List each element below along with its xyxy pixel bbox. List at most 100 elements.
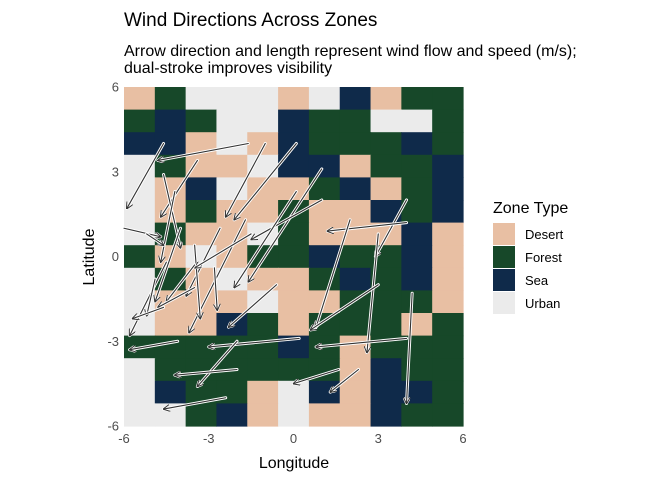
zone-cell <box>216 109 248 133</box>
chart-subtitle-line-2: dual-stroke improves visibility <box>124 60 332 77</box>
wind-arrow <box>197 339 239 386</box>
zone-cell <box>278 267 310 291</box>
zone-cell <box>339 403 372 427</box>
zone-cell <box>308 313 341 337</box>
zone-cell <box>216 177 248 201</box>
zone-cell <box>432 109 464 133</box>
zone-cell <box>432 87 464 111</box>
zone-cell <box>154 109 187 133</box>
zone-cell <box>432 403 464 427</box>
zone-cell <box>308 267 341 291</box>
wind-arrow <box>156 142 250 161</box>
zone-cell <box>216 154 248 178</box>
zone-cell <box>401 403 433 427</box>
zone-cell <box>370 109 402 133</box>
zone-cell <box>278 358 310 382</box>
zone-cell <box>339 132 372 156</box>
legend-title: Zone Type <box>493 200 568 217</box>
zone-cell <box>432 313 464 337</box>
zone-cell <box>308 380 341 404</box>
zone-cell <box>247 290 279 314</box>
zone-cell <box>339 177 372 201</box>
zone-cell <box>185 222 218 246</box>
zone-cell <box>401 87 433 111</box>
zone-cell <box>185 177 218 201</box>
wind-arrow <box>407 291 414 405</box>
zone-cells <box>124 87 464 427</box>
zone-cell <box>216 132 248 156</box>
zone-cell <box>278 154 310 178</box>
zone-cell <box>247 109 279 133</box>
zone-cell <box>278 87 310 111</box>
legend-swatch-urban <box>493 292 515 314</box>
zone-cell <box>401 313 433 337</box>
wind-arrow <box>310 283 380 330</box>
zone-cell <box>278 132 310 156</box>
zone-cell <box>154 132 187 156</box>
zone-cell <box>278 290 310 314</box>
wind-arrow <box>125 142 166 209</box>
wind-arrow <box>161 158 199 217</box>
wind-arrow <box>373 198 408 257</box>
zone-cell <box>308 245 341 269</box>
zone-cell <box>432 267 464 291</box>
y-tick-label: -6 <box>107 419 119 434</box>
zone-cell <box>339 267 372 291</box>
zone-cell <box>124 380 156 404</box>
zone-cell <box>124 403 156 427</box>
zone-cell <box>339 87 372 111</box>
zone-cell <box>185 403 218 427</box>
zone-cell <box>154 358 187 382</box>
zone-cell <box>432 290 464 314</box>
zone-cell <box>278 109 310 133</box>
zone-cell <box>124 222 156 246</box>
wind-arrow <box>145 232 164 245</box>
wind-arrow <box>147 277 157 318</box>
zone-cell <box>124 109 156 133</box>
wind-arrow <box>229 283 279 327</box>
zone-cell <box>432 154 464 178</box>
y-tick-label: 6 <box>112 80 119 95</box>
wind-arrow <box>207 336 301 346</box>
wind-arrow <box>162 396 228 409</box>
wind-arrow <box>132 305 166 318</box>
zone-cell <box>432 132 464 156</box>
zone-cell <box>432 335 464 359</box>
zone-cell <box>124 245 156 269</box>
zone-cell <box>216 87 248 111</box>
wind-arrow <box>314 336 408 346</box>
wind-arrow <box>367 232 380 355</box>
wind-arrow <box>316 218 352 327</box>
zone-cell <box>185 154 218 178</box>
legend: Zone Type Desert Forest Sea Urban <box>493 200 568 314</box>
y-tick-label: -3 <box>107 334 119 349</box>
zone-cell <box>154 87 187 111</box>
legend-label-urban: Urban <box>525 296 560 311</box>
zone-cell <box>308 200 341 224</box>
zone-cell <box>308 222 341 246</box>
zone-cell <box>370 177 402 201</box>
zone-cell <box>401 358 433 382</box>
zone-cell <box>308 154 341 178</box>
zone-cell <box>185 200 218 224</box>
zone-cell <box>278 335 310 359</box>
legend-swatch-sea <box>493 269 515 291</box>
zone-cell <box>432 358 464 382</box>
wind-arrow <box>166 263 197 302</box>
zone-cell <box>185 380 218 404</box>
zone-cell <box>247 132 279 156</box>
zone-cell <box>124 267 156 291</box>
chart-subtitle-line-1: Arrow direction and length represent win… <box>124 43 577 60</box>
zone-cell <box>370 380 402 404</box>
zone-cell <box>370 290 402 314</box>
zone-cell <box>339 313 372 337</box>
zone-cell <box>339 358 372 382</box>
wind-arrow <box>325 221 408 231</box>
wind-arrow <box>234 142 298 220</box>
zone-cell <box>308 177 341 201</box>
zone-cell <box>432 200 464 224</box>
zone-cell <box>401 245 433 269</box>
legend-swatch-desert <box>493 223 515 245</box>
zone-cell <box>432 245 464 269</box>
